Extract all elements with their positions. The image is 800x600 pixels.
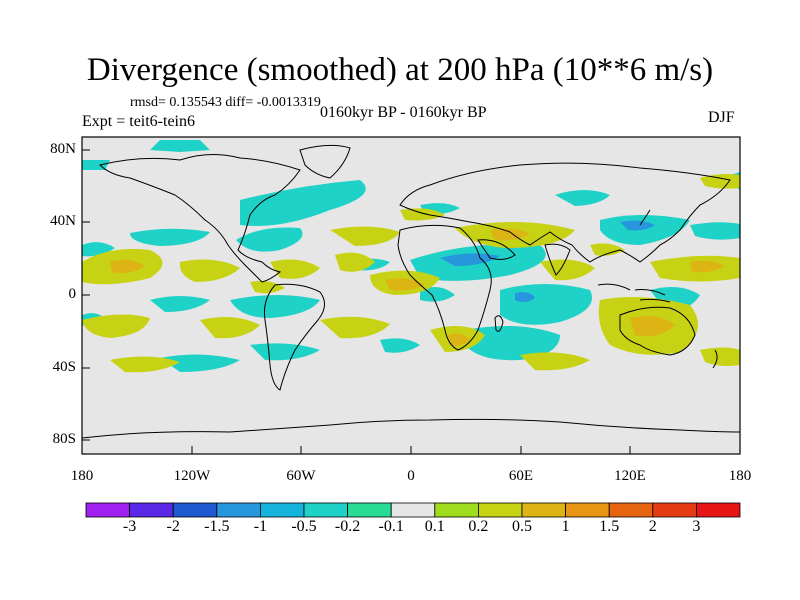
colorbar bbox=[85, 502, 741, 518]
lat-label-80n: 80N bbox=[50, 141, 76, 157]
colorbar-swatch bbox=[434, 502, 479, 518]
africa-outline bbox=[397, 224, 492, 351]
lon-label-120e: 120E bbox=[614, 468, 646, 484]
colorbar-label: -3 bbox=[122, 518, 137, 535]
colorbar-label: 1 bbox=[561, 518, 570, 535]
tick-marks bbox=[81, 149, 741, 454]
experiment-label: Expt = teit6-tein6 bbox=[82, 113, 195, 130]
lon-label-60w: 60W bbox=[286, 468, 316, 484]
colorbar-swatch bbox=[347, 502, 392, 518]
colorbar-swatch bbox=[129, 502, 174, 518]
season-label: DJF bbox=[708, 109, 735, 126]
australia-outline bbox=[619, 306, 696, 356]
colorbar-label: -2 bbox=[166, 518, 180, 535]
colorbar-label: -0.1 bbox=[378, 518, 404, 535]
plot-title: Divergence (smoothed) at 200 hPa (10**6 … bbox=[86, 52, 714, 88]
colorbar-swatch bbox=[259, 502, 305, 518]
colorbar-label: 1.5 bbox=[599, 518, 620, 535]
greenland-outline bbox=[299, 144, 351, 179]
lon-label-60e: 60E bbox=[508, 468, 534, 484]
eurasia-outline bbox=[399, 162, 731, 263]
colorbar-label: 0.1 bbox=[424, 518, 445, 535]
madagascar-outline bbox=[494, 315, 504, 332]
colorbar-label: -1.5 bbox=[204, 518, 230, 535]
colorbar-swatch bbox=[85, 502, 130, 518]
colorbar-swatch bbox=[216, 502, 261, 518]
stats-text: rmsd= 0.135543 diff= -0.0013319 bbox=[130, 95, 321, 110]
colorbar-label: 0.2 bbox=[468, 518, 489, 535]
colorbar-label: 3 bbox=[692, 518, 701, 535]
colorbar-swatch bbox=[477, 502, 523, 518]
coastlines bbox=[81, 144, 741, 439]
map-background bbox=[82, 137, 740, 454]
colorbar-swatch bbox=[696, 502, 741, 518]
colorbar-swatch bbox=[608, 502, 654, 518]
period-label: 0160kyr BP - 0160kyr BP bbox=[320, 104, 487, 121]
lon-label-120w: 120W bbox=[173, 468, 211, 484]
colorbar-swatch bbox=[521, 502, 566, 518]
india-outline bbox=[544, 243, 571, 276]
colorbar-swatch bbox=[303, 502, 348, 518]
new-zealand-outline bbox=[712, 349, 718, 369]
indonesia-outline bbox=[597, 283, 671, 303]
divergence-fields bbox=[82, 140, 740, 373]
lat-label-40s: 40S bbox=[52, 359, 76, 375]
lon-label-180w: 180 bbox=[70, 468, 94, 484]
lat-label-80s: 80S bbox=[52, 431, 76, 447]
colorbar-label: -1 bbox=[253, 518, 268, 535]
colorbar-label: 0.5 bbox=[512, 518, 532, 535]
colorbar-swatch bbox=[652, 502, 697, 518]
arabia-outline bbox=[477, 239, 516, 260]
colorbar-swatch bbox=[565, 502, 610, 518]
lat-label-eq: 0 bbox=[68, 286, 77, 302]
lat-label-40n: 40N bbox=[50, 213, 76, 229]
north-america-outline bbox=[99, 154, 301, 283]
lon-label-180e: 180 bbox=[728, 468, 752, 484]
colorbar-label: -0.2 bbox=[334, 518, 361, 535]
colorbar-swatch bbox=[390, 502, 436, 518]
japan-outline bbox=[639, 209, 651, 226]
lon-label-0: 0 bbox=[407, 468, 415, 484]
south-america-outline bbox=[264, 283, 325, 391]
colorbar-label: -0.5 bbox=[291, 518, 317, 535]
colorbar-label: 2 bbox=[648, 518, 657, 535]
colorbar-swatch bbox=[172, 502, 218, 518]
antarctica-outline bbox=[81, 418, 741, 439]
